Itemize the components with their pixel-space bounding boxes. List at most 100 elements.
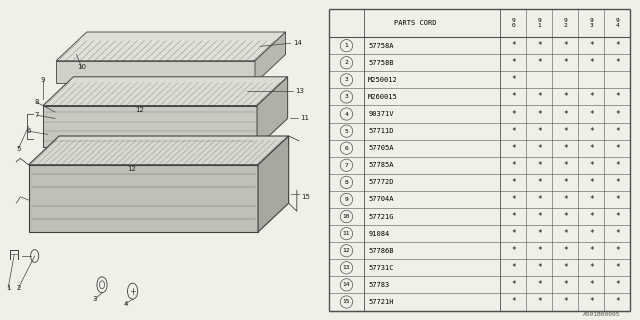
Text: 12: 12 [343, 248, 350, 253]
Text: 1: 1 [344, 43, 348, 48]
Text: *: * [563, 263, 568, 272]
Text: *: * [511, 127, 515, 136]
Text: *: * [615, 144, 620, 153]
Text: 57758A: 57758A [368, 43, 394, 49]
Polygon shape [257, 77, 287, 147]
Text: *: * [589, 144, 594, 153]
Text: M250012: M250012 [368, 77, 398, 83]
Text: 8: 8 [344, 180, 348, 185]
Text: *: * [589, 298, 594, 307]
Text: *: * [511, 178, 515, 187]
Polygon shape [43, 106, 257, 147]
Text: *: * [615, 92, 620, 101]
Text: *: * [537, 144, 541, 153]
Text: 57731C: 57731C [368, 265, 394, 271]
Text: 8: 8 [35, 100, 39, 105]
Text: 91084: 91084 [368, 231, 390, 236]
Text: *: * [615, 298, 620, 307]
Text: *: * [511, 92, 515, 101]
Text: *: * [589, 41, 594, 50]
Text: 11: 11 [343, 231, 350, 236]
Text: 2: 2 [344, 60, 348, 65]
Text: *: * [537, 127, 541, 136]
Text: 6: 6 [26, 128, 31, 134]
Text: *: * [589, 263, 594, 272]
Text: 9
2: 9 2 [563, 19, 567, 28]
Text: *: * [563, 58, 568, 67]
Text: 9
3: 9 3 [589, 19, 593, 28]
Polygon shape [29, 136, 289, 165]
Text: 13: 13 [343, 265, 350, 270]
Text: *: * [589, 58, 594, 67]
Text: *: * [511, 41, 515, 50]
Text: *: * [537, 263, 541, 272]
Text: 57705A: 57705A [368, 145, 394, 151]
Text: 5: 5 [344, 129, 348, 134]
Text: *: * [563, 229, 568, 238]
Text: *: * [589, 280, 594, 289]
Text: *: * [589, 195, 594, 204]
Text: *: * [589, 229, 594, 238]
Text: *: * [615, 195, 620, 204]
Text: 90371V: 90371V [368, 111, 394, 117]
Text: *: * [511, 229, 515, 238]
Text: *: * [615, 263, 620, 272]
Text: 9
4: 9 4 [616, 19, 620, 28]
Text: *: * [511, 195, 515, 204]
Polygon shape [258, 136, 289, 232]
Text: *: * [563, 109, 568, 118]
Text: *: * [511, 298, 515, 307]
Text: 57711D: 57711D [368, 128, 394, 134]
Text: 12: 12 [127, 166, 136, 172]
Text: *: * [511, 263, 515, 272]
Text: *: * [537, 109, 541, 118]
Text: *: * [537, 212, 541, 221]
Text: 10: 10 [343, 214, 350, 219]
Text: *: * [563, 41, 568, 50]
Text: *: * [511, 144, 515, 153]
Text: 3: 3 [93, 296, 97, 302]
Text: *: * [589, 109, 594, 118]
Text: *: * [615, 229, 620, 238]
Text: *: * [563, 212, 568, 221]
Text: *: * [563, 195, 568, 204]
Text: *: * [563, 246, 568, 255]
Text: *: * [615, 127, 620, 136]
Text: *: * [615, 246, 620, 255]
Text: *: * [511, 280, 515, 289]
Text: *: * [615, 212, 620, 221]
Text: *: * [615, 58, 620, 67]
Text: *: * [511, 212, 515, 221]
Text: 57721H: 57721H [368, 299, 394, 305]
Text: *: * [537, 298, 541, 307]
Text: *: * [563, 144, 568, 153]
Text: 3: 3 [344, 94, 348, 100]
Text: *: * [511, 58, 515, 67]
Text: *: * [615, 280, 620, 289]
Text: *: * [537, 280, 541, 289]
Text: 5: 5 [16, 146, 20, 152]
Text: *: * [511, 109, 515, 118]
Text: PARTS CORD: PARTS CORD [394, 20, 436, 26]
Text: 14: 14 [343, 282, 350, 287]
Text: 15: 15 [301, 194, 310, 200]
Text: *: * [563, 127, 568, 136]
Text: 57786B: 57786B [368, 248, 394, 254]
Text: 57758B: 57758B [368, 60, 394, 66]
Text: *: * [615, 178, 620, 187]
Text: 57783: 57783 [368, 282, 390, 288]
Polygon shape [43, 77, 287, 106]
Text: *: * [537, 178, 541, 187]
Text: 9: 9 [40, 77, 45, 83]
Text: *: * [537, 92, 541, 101]
Text: *: * [537, 195, 541, 204]
Text: *: * [537, 229, 541, 238]
Polygon shape [56, 32, 285, 61]
Text: *: * [563, 178, 568, 187]
Text: 11: 11 [300, 116, 309, 121]
Text: 2: 2 [16, 285, 20, 291]
Text: 7: 7 [35, 112, 39, 118]
Text: 57721G: 57721G [368, 213, 394, 220]
Text: 57785A: 57785A [368, 162, 394, 168]
Text: *: * [563, 161, 568, 170]
